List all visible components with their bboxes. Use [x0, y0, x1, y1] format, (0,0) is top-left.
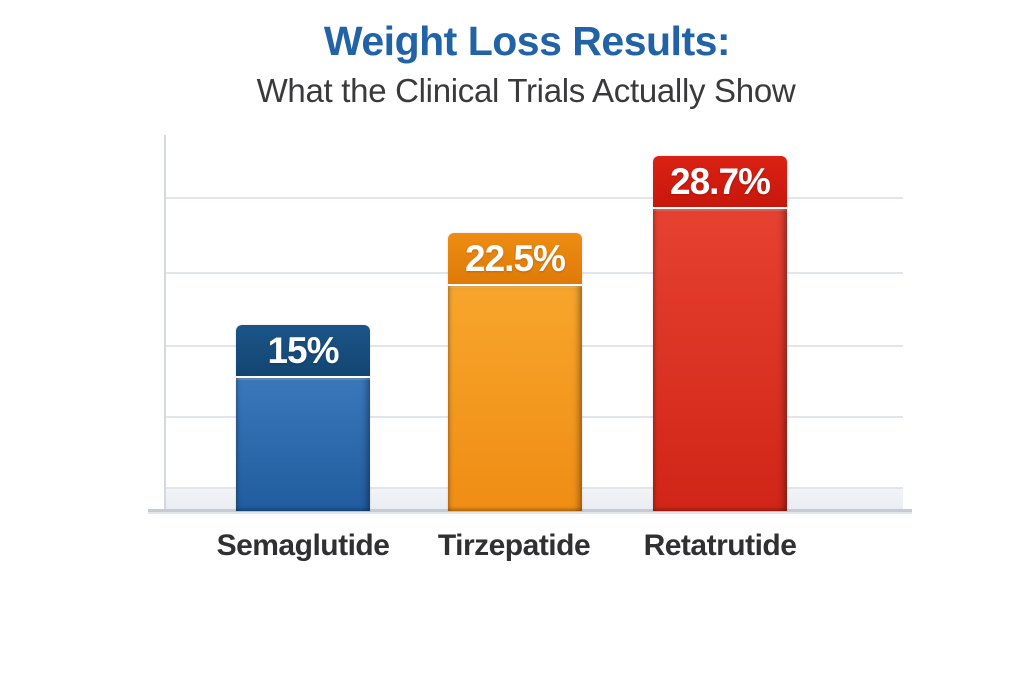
x-axis-label-retatrutide: Retatrutide — [643, 529, 797, 562]
bar-cap-separator — [653, 207, 787, 209]
bar-value-label-tirzepatide: 22.5% — [465, 237, 566, 279]
bar-body-semaglutide — [236, 378, 370, 511]
bar-value-cap-retatrutide: 28.7% — [653, 156, 787, 207]
bar-body-tirzepatide — [448, 286, 582, 511]
chart-subtitle: What the Clinical Trials Actually Show — [256, 72, 796, 109]
x-axis-label-semaglutide: Semaglutide — [216, 529, 390, 562]
bar-value-label-retatrutide: 28.7% — [670, 160, 771, 202]
bar-value-cap-tirzepatide: 22.5% — [448, 233, 582, 284]
bar-value-cap-semaglutide: 15% — [236, 325, 370, 376]
gridline — [166, 197, 903, 199]
bar-body-retatrutide — [653, 209, 787, 511]
bar-semaglutide: 15% — [236, 325, 370, 511]
bar-cap-separator — [236, 376, 370, 378]
x-axis-line — [148, 509, 912, 514]
chart-title: Weight Loss Results: — [323, 18, 731, 64]
bar-cap-separator — [448, 284, 582, 286]
bar-tirzepatide: 22.5% — [448, 233, 582, 511]
bar-value-label-semaglutide: 15% — [267, 329, 339, 371]
bar-retatrutide: 28.7% — [653, 156, 787, 511]
x-axis-label-tirzepatide: Tirzepatide — [437, 529, 591, 562]
y-axis-line — [164, 135, 166, 511]
